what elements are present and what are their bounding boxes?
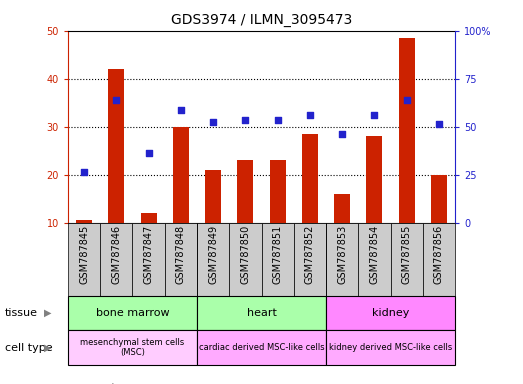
Text: GSM787849: GSM787849 [208,225,218,284]
Bar [302,134,318,223]
Bar [197,296,326,330]
Bar [108,69,124,223]
Bar [391,223,423,296]
Point [241,116,249,122]
Text: cardiac derived MSC-like cells: cardiac derived MSC-like cells [199,343,324,352]
Text: ▶: ▶ [44,308,52,318]
Bar [229,223,262,296]
Text: GSM787850: GSM787850 [241,225,251,284]
Bar [366,136,382,223]
Bar [326,330,455,365]
Bar [68,330,197,365]
Text: heart: heart [246,308,277,318]
Point [370,112,379,118]
Bar [197,223,229,296]
Bar [269,161,286,223]
Title: GDS3974 / ILMN_3095473: GDS3974 / ILMN_3095473 [171,13,352,27]
Text: ■: ■ [68,381,79,384]
Text: GSM787856: GSM787856 [434,225,444,284]
Point [209,119,218,125]
Bar [76,220,92,223]
Point [112,97,120,103]
Bar [197,330,326,365]
Point [435,121,443,127]
Bar [68,223,100,296]
Point [274,116,282,122]
Point [338,131,346,137]
Text: GSM787854: GSM787854 [369,225,379,284]
Text: mesenchymal stem cells
(MSC): mesenchymal stem cells (MSC) [81,338,185,357]
Bar [237,161,254,223]
Text: GSM787848: GSM787848 [176,225,186,284]
Text: kidney: kidney [372,308,409,318]
Text: ▶: ▶ [44,343,52,353]
Text: cell type: cell type [5,343,53,353]
Point [305,112,314,118]
Point [144,150,153,156]
Point [403,97,411,103]
Text: GSM787852: GSM787852 [305,225,315,284]
Bar [423,223,455,296]
Bar [165,223,197,296]
Text: tissue: tissue [5,308,38,318]
Text: GSM787846: GSM787846 [111,225,121,284]
Bar [326,296,455,330]
Bar [141,213,157,223]
Text: bone marrow: bone marrow [96,308,169,318]
Bar [262,223,294,296]
Text: count: count [86,383,116,384]
Text: GSM787851: GSM787851 [272,225,282,284]
Point [80,169,88,175]
Bar [431,175,447,223]
Bar [326,223,358,296]
Bar [334,194,350,223]
Bar [205,170,221,223]
Text: GSM787853: GSM787853 [337,225,347,284]
Text: GSM787845: GSM787845 [79,225,89,284]
Text: kidney derived MSC-like cells: kidney derived MSC-like cells [329,343,452,352]
Bar [68,296,197,330]
Bar [294,223,326,296]
Bar [173,127,189,223]
Text: GSM787855: GSM787855 [402,225,412,284]
Bar [132,223,165,296]
Bar [100,223,132,296]
Point [177,107,185,113]
Bar [399,38,415,223]
Text: GSM787847: GSM787847 [144,225,154,284]
Bar [358,223,391,296]
